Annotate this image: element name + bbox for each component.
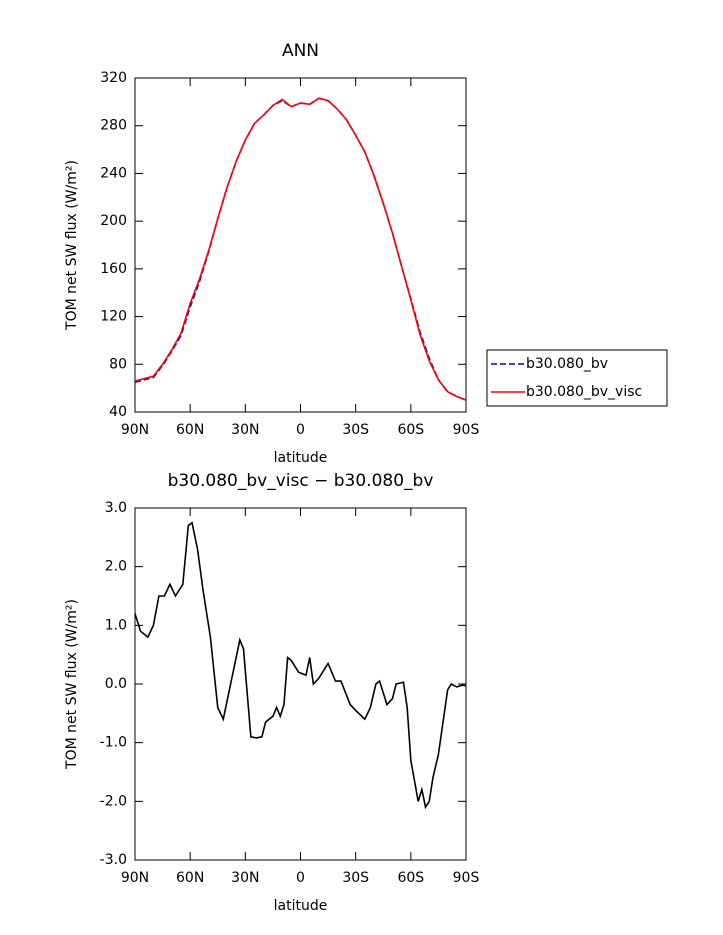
y-tick-label: 1.0 xyxy=(105,617,127,633)
y-tick-label: 3.0 xyxy=(105,500,127,516)
x-tick-label: 0 xyxy=(296,422,305,438)
x-axis-label: latitude xyxy=(274,450,328,466)
x-tick-label: 30S xyxy=(342,422,369,438)
y-axis-label: TOM net SW flux (W/m²) xyxy=(64,599,80,770)
x-tick-label: 60S xyxy=(397,870,424,886)
series-line xyxy=(134,97,467,401)
x-tick-label: 30S xyxy=(342,870,369,886)
series-line xyxy=(134,521,467,810)
chart-title: ANN xyxy=(282,41,319,61)
chart-title: b30.080_bv_visc − b30.080_bv xyxy=(168,471,434,491)
plot-frame xyxy=(134,77,467,413)
x-tick-label: 60N xyxy=(176,422,204,438)
y-tick-label: 0.0 xyxy=(105,676,127,692)
y-tick-label: 160 xyxy=(100,261,127,277)
y-tick-label: 2.0 xyxy=(105,559,127,575)
y-tick-label: 200 xyxy=(100,213,127,229)
y-tick-label: -3.0 xyxy=(100,852,127,868)
x-tick-label: 90N xyxy=(121,422,149,438)
x-tick-label: 0 xyxy=(296,870,305,886)
y-tick-label: 120 xyxy=(100,309,127,325)
legend-label: b30.080_bv_visc xyxy=(526,384,642,400)
x-tick-label: 60S xyxy=(397,422,424,438)
x-tick-label: 90N xyxy=(121,870,149,886)
y-tick-label: 240 xyxy=(100,165,127,181)
y-tick-label: 80 xyxy=(109,356,127,372)
y-tick-label: 320 xyxy=(100,70,127,86)
y-tick-label: -1.0 xyxy=(100,735,127,751)
y-tick-label: 280 xyxy=(100,118,127,134)
y-axis-label: TOM net SW flux (W/m²) xyxy=(64,160,80,331)
x-tick-label: 60N xyxy=(176,870,204,886)
x-tick-label: 90S xyxy=(453,422,480,438)
x-axis-label: latitude xyxy=(274,898,328,914)
x-tick-label: 30N xyxy=(231,422,259,438)
series-line xyxy=(134,97,467,401)
y-tick-label: -2.0 xyxy=(100,793,127,809)
y-tick-label: 40 xyxy=(109,404,127,420)
x-tick-label: 90S xyxy=(453,870,480,886)
legend-label: b30.080_bv xyxy=(526,356,608,372)
legend-box xyxy=(486,349,668,407)
x-tick-label: 30N xyxy=(231,870,259,886)
